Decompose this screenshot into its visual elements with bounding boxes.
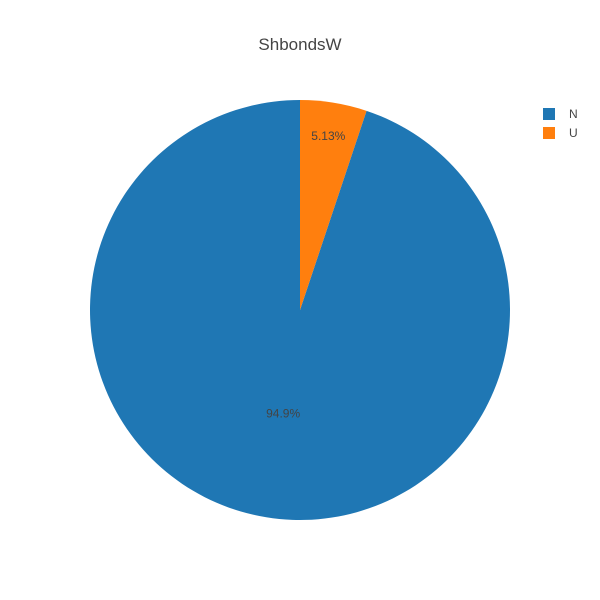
legend-label-n: N	[569, 107, 578, 121]
legend-swatch-u	[543, 127, 555, 139]
slice-label-n: 94.9%	[266, 407, 300, 421]
legend-item-u[interactable]: U	[543, 126, 578, 140]
legend-swatch-n	[543, 108, 555, 120]
legend-item-n[interactable]: N	[543, 107, 578, 121]
pie-slices	[89, 100, 510, 520]
legend: NU	[543, 107, 578, 140]
pie-slice-n[interactable]	[89, 100, 510, 520]
chart-title: ShbondsW	[258, 35, 341, 54]
legend-label-u: U	[569, 126, 578, 140]
slice-label-u: 5.13%	[311, 129, 345, 143]
pie-slice-u[interactable]	[300, 100, 367, 310]
slice-labels: 94.9% 5.13%	[266, 129, 346, 421]
